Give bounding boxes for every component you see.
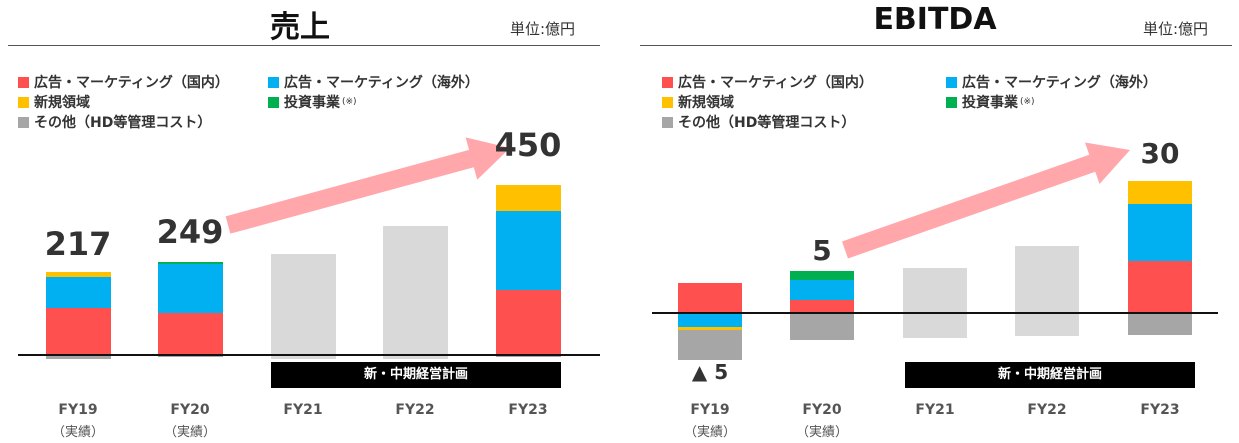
bar-segment-other xyxy=(678,329,742,361)
x-tick-label: FY20 xyxy=(170,402,210,418)
bar-segment-overseas xyxy=(678,313,742,328)
actual-label: （実績） xyxy=(163,425,216,440)
bar-segment-other xyxy=(45,355,111,359)
bar-segment-overseas xyxy=(495,211,561,291)
bar-segment-plan-negative xyxy=(1015,313,1079,337)
bar-segment-other xyxy=(495,355,561,358)
x-tick-label: FY22 xyxy=(395,402,435,418)
title-divider xyxy=(640,45,1232,46)
legend-label: 投資事業 xyxy=(962,95,1018,111)
bar-segment-new xyxy=(495,184,561,212)
legend-item-overseas: 広告・マーケティング（海外） xyxy=(946,72,1157,92)
bar-segment-domestic xyxy=(45,308,111,354)
legend-label: 投資事業 xyxy=(284,95,340,111)
bar-segment-invest xyxy=(790,271,854,281)
legend-item-other: その他（HD等管理コスト） xyxy=(662,112,855,132)
legend-item-new: 新規領域 xyxy=(662,92,734,112)
legend-swatch xyxy=(946,76,957,88)
bar-segment-invest xyxy=(157,262,223,265)
legend-label: その他（HD等管理コスト） xyxy=(678,115,856,131)
legend-label: 広告・マーケティング（海外） xyxy=(284,75,479,91)
legend-item-invest: 投資事業 (※) xyxy=(268,92,357,112)
legend-swatch xyxy=(18,76,29,88)
x-tick-label: FY19 xyxy=(690,402,730,418)
unit-label: 単位:億円 xyxy=(1143,20,1209,38)
x-axis-baseline xyxy=(18,354,600,356)
bar-segment-overseas xyxy=(1128,204,1192,261)
x-axis-baseline xyxy=(652,312,1218,314)
legend-swatch xyxy=(662,96,673,108)
legend-swatch xyxy=(268,76,279,88)
bar-total-label: ▲ 5 xyxy=(691,360,729,384)
bar-segment-plan-negative xyxy=(382,355,448,359)
bar-segment-other xyxy=(157,355,223,358)
x-tick-label: FY19 xyxy=(58,402,98,418)
legend-item-domestic: 広告・マーケティング（国内） xyxy=(662,72,873,92)
legend-swatch xyxy=(18,116,29,128)
plan-banner: 新・中期経営計画 xyxy=(271,362,561,388)
legend-label: 広告・マーケティング（海外） xyxy=(962,75,1157,91)
bar-segment-plan xyxy=(1015,246,1079,312)
bar-segment-domestic xyxy=(1128,260,1192,312)
legend-swatch xyxy=(268,96,279,108)
legend-label: 広告・マーケティング（国内） xyxy=(678,75,873,91)
bar-segment-new xyxy=(1128,180,1192,205)
bar-segment-domestic xyxy=(678,283,742,312)
bar-segment-plan-negative xyxy=(903,313,967,339)
actual-label: （実績） xyxy=(683,425,736,440)
bar-segment-plan xyxy=(382,226,448,354)
growth-arrow xyxy=(842,142,1130,259)
bar-segment-other xyxy=(1128,313,1192,336)
unit-label: 単位:億円 xyxy=(510,20,576,38)
bar-segment-plan-negative xyxy=(270,355,336,359)
ebitda-title: EBITDA xyxy=(873,2,997,37)
bar-segment-domestic xyxy=(157,313,223,354)
legend-label: 新規領域 xyxy=(34,95,90,111)
legend-swatch xyxy=(662,76,673,88)
bar-segment-domestic xyxy=(495,290,561,354)
legend-swatch xyxy=(18,96,29,108)
bar-segment-new xyxy=(45,272,111,278)
legend-item-invest: 投資事業 (※) xyxy=(946,92,1035,112)
bar-total-label: 249 xyxy=(156,213,224,251)
bar-total-label: 30 xyxy=(1140,137,1180,170)
legend-item-overseas: 広告・マーケティング（海外） xyxy=(268,72,479,92)
title-divider xyxy=(8,45,600,46)
legend-swatch xyxy=(946,96,957,108)
growth-arrow xyxy=(225,137,510,234)
x-tick-label: FY22 xyxy=(1027,402,1067,418)
legend-swatch xyxy=(662,116,673,128)
bar-segment-plan xyxy=(270,253,336,354)
bar-total-label: 5 xyxy=(812,234,832,267)
legend-note: (※) xyxy=(342,97,357,107)
legend-item-other: その他（HD等管理コスト） xyxy=(18,112,211,132)
bar-segment-domestic xyxy=(790,300,854,312)
legend-note: (※) xyxy=(1020,97,1035,107)
bar-segment-other xyxy=(790,313,854,340)
legend-item-new: 新規領域 xyxy=(18,92,90,112)
bar-segment-new xyxy=(678,327,742,330)
actual-label: （実績） xyxy=(795,425,848,440)
legend-item-domestic: 広告・マーケティング（国内） xyxy=(18,72,229,92)
bar-segment-overseas xyxy=(45,277,111,309)
x-tick-label: FY21 xyxy=(283,402,323,418)
actual-label: （実績） xyxy=(51,425,104,440)
x-tick-label: FY23 xyxy=(1140,402,1180,418)
x-tick-label: FY21 xyxy=(915,402,955,418)
bar-segment-overseas xyxy=(790,280,854,301)
legend-label: 新規領域 xyxy=(678,95,734,111)
sales-title: 売上 xyxy=(270,10,330,45)
bar-total-label: 217 xyxy=(44,225,112,263)
bar-total-label: 450 xyxy=(494,126,562,164)
x-tick-label: FY20 xyxy=(802,402,842,418)
bar-segment-overseas xyxy=(157,264,223,313)
x-tick-label: FY23 xyxy=(508,402,548,418)
plan-banner: 新・中期経営計画 xyxy=(905,362,1195,388)
legend-label: その他（HD等管理コスト） xyxy=(34,115,212,131)
bar-segment-plan xyxy=(903,268,967,312)
legend-label: 広告・マーケティング（国内） xyxy=(34,75,229,91)
